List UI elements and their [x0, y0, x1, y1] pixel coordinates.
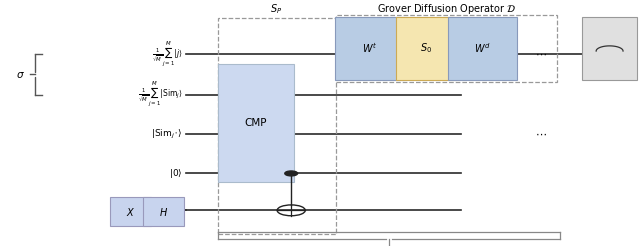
Bar [336, 15, 557, 82]
Text: $\cdots$: $\cdots$ [535, 129, 547, 139]
FancyBboxPatch shape [110, 197, 151, 226]
Circle shape [285, 171, 298, 176]
Text: $S_0$: $S_0$ [420, 42, 432, 56]
Text: $|\mathrm{Sim}_{j^*}\rangle$: $|\mathrm{Sim}_{j^*}\rangle$ [151, 127, 182, 141]
Bar [218, 18, 336, 234]
Text: $|0\rangle$: $|0\rangle$ [169, 204, 182, 217]
FancyBboxPatch shape [143, 197, 184, 226]
Text: $S_P$: $S_P$ [270, 2, 283, 15]
FancyBboxPatch shape [396, 17, 456, 80]
FancyBboxPatch shape [582, 17, 637, 80]
FancyBboxPatch shape [218, 64, 294, 182]
Text: $X$: $X$ [126, 206, 135, 217]
Text: $\cdots$: $\cdots$ [535, 49, 547, 59]
Text: CMP: CMP [244, 118, 268, 128]
FancyBboxPatch shape [335, 17, 404, 80]
Text: $\frac{1}{\sqrt{M}}\sum_{j=1}^{M}|\mathrm{Sim}_j\rangle$: $\frac{1}{\sqrt{M}}\sum_{j=1}^{M}|\mathr… [138, 80, 182, 109]
Text: $\frac{1}{\sqrt{M}}\sum_{j=1}^{M}|j\rangle$: $\frac{1}{\sqrt{M}}\sum_{j=1}^{M}|j\rang… [152, 40, 182, 69]
Text: $W^t$: $W^t$ [362, 42, 377, 56]
Text: $|0\rangle$: $|0\rangle$ [169, 167, 182, 180]
Text: $H$: $H$ [159, 206, 168, 217]
Text: $\sigma$: $\sigma$ [16, 70, 25, 79]
FancyBboxPatch shape [448, 17, 517, 80]
Text: Grover Diffusion Operator $\mathcal{D}$: Grover Diffusion Operator $\mathcal{D}$ [377, 2, 516, 15]
Text: $W^d$: $W^d$ [474, 42, 491, 56]
